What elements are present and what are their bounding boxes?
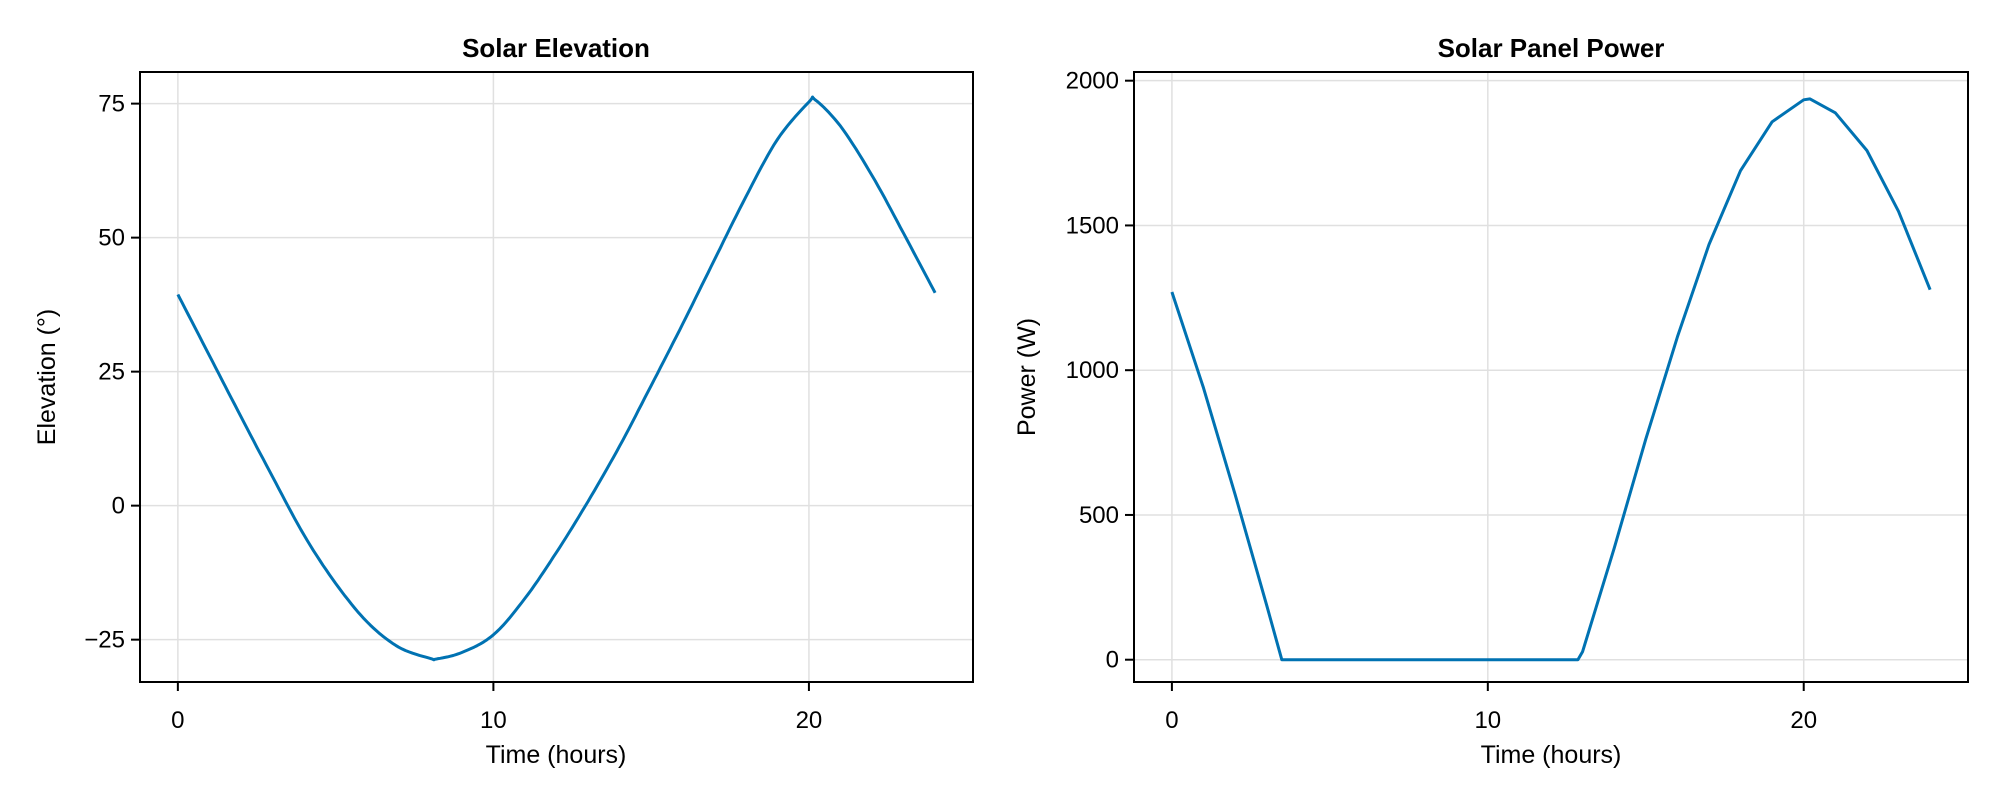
chart-title: Solar Elevation <box>462 33 650 63</box>
x-tick-label: 0 <box>1165 707 1178 734</box>
x-tick-label: 0 <box>171 707 184 734</box>
grid-lines <box>140 72 973 682</box>
plot-frame <box>1133 71 1969 683</box>
y-tick-label: 75 <box>98 91 125 118</box>
power-line <box>1170 97 1932 662</box>
x-tick-label: 10 <box>480 707 507 734</box>
grid-lines <box>1134 72 1968 682</box>
y-tick-label: 0 <box>1106 647 1119 674</box>
y-tick-label: 2000 <box>1066 68 1119 95</box>
y-tick-label: 50 <box>98 225 125 252</box>
elevation-line <box>176 95 937 662</box>
plot-frame <box>139 71 974 683</box>
x-axis-label: Time (hours) <box>486 741 627 769</box>
y-tick-label: 0 <box>112 493 125 520</box>
x-tick-label: 10 <box>1474 707 1501 734</box>
y-tick-label: 500 <box>1079 502 1119 529</box>
y-tick-label: 1500 <box>1066 212 1119 239</box>
x-axis-ticks: 0 10 20 <box>1165 682 1817 734</box>
y-tick-label: 1000 <box>1066 357 1119 384</box>
y-tick-label: −25 <box>84 627 125 654</box>
y-axis-label: Elevation (°) <box>33 309 61 445</box>
y-axis-ticks: −25 0 25 50 75 <box>84 91 140 654</box>
x-axis-ticks: 0 10 20 <box>171 682 822 734</box>
x-axis-label: Time (hours) <box>1481 741 1622 769</box>
chart-title: Solar Panel Power <box>1438 33 1665 63</box>
chart-solar-panel-power: Solar Panel Power 0 10 20 0 500 1000 1500 2000… <box>1013 33 1969 769</box>
x-tick-label: 20 <box>796 707 823 734</box>
x-tick-label: 20 <box>1790 707 1817 734</box>
y-tick-label: 25 <box>98 359 125 386</box>
chart-solar-elevation: Solar Elevation 0 10 20 −25 0 25 50 75 Time (h… <box>33 33 974 769</box>
y-axis-ticks: 0 500 1000 1500 2000 <box>1066 68 1134 674</box>
y-axis-label: Power (W) <box>1013 318 1041 436</box>
